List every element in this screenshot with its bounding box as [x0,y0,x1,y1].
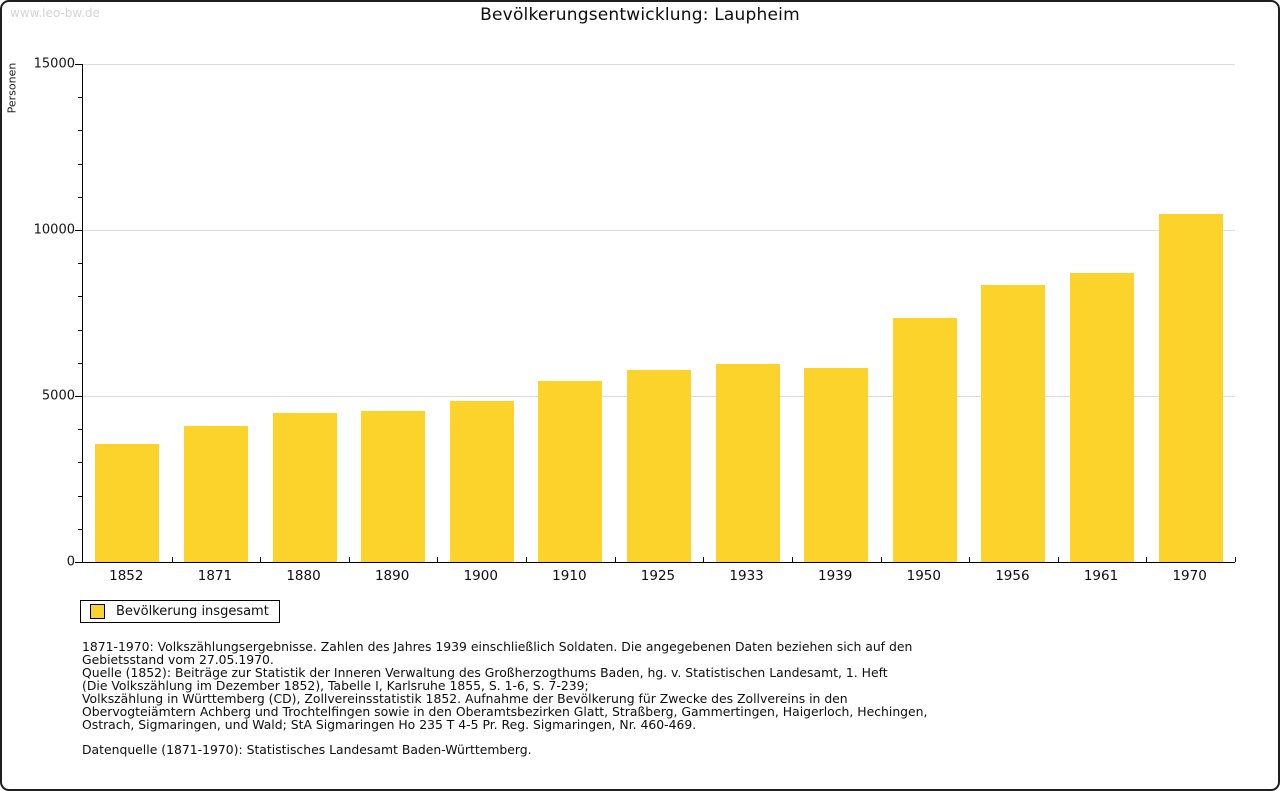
bar-cell-1880 [260,64,349,562]
bar-cell-1950 [880,64,969,562]
y-tick-label-15000: 15000 [33,56,75,72]
x-boundary-tick-9 [880,557,882,562]
x-boundary-tick-7 [703,557,705,562]
bar-1939 [804,367,869,562]
bar-cell-1925 [615,64,704,562]
x-tick-label-1871: 1871 [197,568,233,584]
gridline-10000 [83,230,1235,231]
gridline-15000 [83,64,1235,65]
x-boundary-tick-3 [348,557,350,562]
bar-1933 [715,364,780,562]
note-line-4: (Die Volkszählung im Dezember 1852), Tab… [82,678,589,693]
bar-cell-1961 [1058,64,1147,562]
y-minor-tick-11000 [78,196,83,198]
bar-cell-1852 [83,64,172,562]
x-tick-label-1961: 1961 [1083,568,1119,584]
x-tick-label-1933: 1933 [729,568,764,584]
x-tick-label-1900: 1900 [463,568,498,584]
y-tick-label-5000: 5000 [41,388,75,404]
bar-cell-1890 [349,64,438,562]
bar-1900 [449,401,514,562]
bar-cell-1933 [703,64,792,562]
x-tick-label-1956: 1956 [995,568,1030,584]
x-boundary-tick-11 [1057,557,1059,562]
y-minor-tick-1000 [78,528,83,530]
y-tick-5000 [75,396,83,397]
x-boundary-tick-6 [614,557,616,562]
bar-cell-1900 [437,64,526,562]
source-notes: 1871-1970: Volkszählungsergebnisse. Zahl… [82,640,927,731]
bar-1880 [272,412,337,562]
y-tick-0 [75,562,83,563]
x-tick-label-1925: 1925 [640,568,676,584]
bar-cell-1956 [969,64,1058,562]
x-tick-label-1939: 1939 [818,568,853,584]
note-line-6: Obervogteiämtern Achberg und Trochtelfin… [82,704,928,719]
x-tick-label-1852: 1852 [109,568,144,584]
note-line-5: Volkszählung in Württemberg (CD), Zollve… [82,691,848,706]
datasource-note: Datenquelle (1871-1970): Statistisches L… [82,742,532,757]
x-tick-label-1970: 1970 [1172,568,1207,584]
y-tick-15000 [75,64,83,65]
note-line-2: Gebietsstand vom 27.05.1970. [82,652,274,667]
note-line-7: Ostrach, Sigmaringen, und Wald; StA Sigm… [82,717,697,732]
bar-cell-1939 [792,64,881,562]
bar-1852 [95,444,160,562]
y-minor-tick-2000 [78,495,83,497]
bar-cell-1970 [1146,64,1235,562]
x-boundary-tick-12 [1146,557,1148,562]
bar-1871 [183,425,248,562]
bar-1970 [1158,214,1223,562]
bar-1956 [981,285,1046,562]
x-boundary-tick-10 [969,557,971,562]
note-line-1: 1871-1970: Volkszählungsergebnisse. Zahl… [82,639,913,654]
x-tick-label-1950: 1950 [906,568,941,584]
bar-1961 [1070,272,1134,562]
y-tick-label-10000: 10000 [33,222,75,238]
note-line-3: Quelle (1852): Beiträge zur Statistik de… [82,665,888,680]
x-tick-label-1890: 1890 [374,568,410,584]
y-minor-tick-9000 [78,263,83,265]
y-minor-tick-14000 [78,97,83,99]
y-minor-tick-7000 [78,329,83,331]
x-boundary-tick-4 [437,557,439,562]
x-tick-label-1910: 1910 [552,568,587,584]
bar-1910 [538,381,603,562]
x-boundary-tick-2 [260,557,262,562]
y-minor-tick-8000 [78,296,83,298]
site-watermark: www.leo-bw.de [10,6,100,20]
y-tick-10000 [75,230,83,231]
y-minor-tick-4000 [78,429,83,431]
x-boundary-tick-1 [171,557,173,562]
x-boundary-tick-5 [526,557,528,562]
bar-1925 [626,370,691,562]
y-minor-tick-12000 [78,163,83,165]
legend-box: Bevölkerung insgesamt [80,600,280,623]
bar-cell-1910 [526,64,615,562]
y-minor-tick-13000 [78,130,83,132]
plot-area: 0 5000 10000 15000 [34,57,1236,570]
y-minor-tick-3000 [78,462,83,464]
x-boundary-tick-8 [791,557,793,562]
legend-label: Bevölkerung insgesamt [116,604,269,619]
bars-container [83,64,1235,562]
x-tick-label-1880: 1880 [286,568,321,584]
y-tick-label-0: 0 [66,554,75,570]
y-minor-tick-6000 [78,362,83,364]
bar-1890 [361,411,426,562]
x-axis-labels: 1852 1871 1880 1890 1900 1910 1925 1933 1939 1950… [82,568,1234,584]
legend-color-swatch [90,604,105,619]
x-boundary-tick-13 [1235,557,1236,562]
bar-cell-1871 [172,64,261,562]
bar-1950 [892,317,957,562]
chart-title: Bevölkerungsentwicklung: Laupheim [480,5,800,25]
